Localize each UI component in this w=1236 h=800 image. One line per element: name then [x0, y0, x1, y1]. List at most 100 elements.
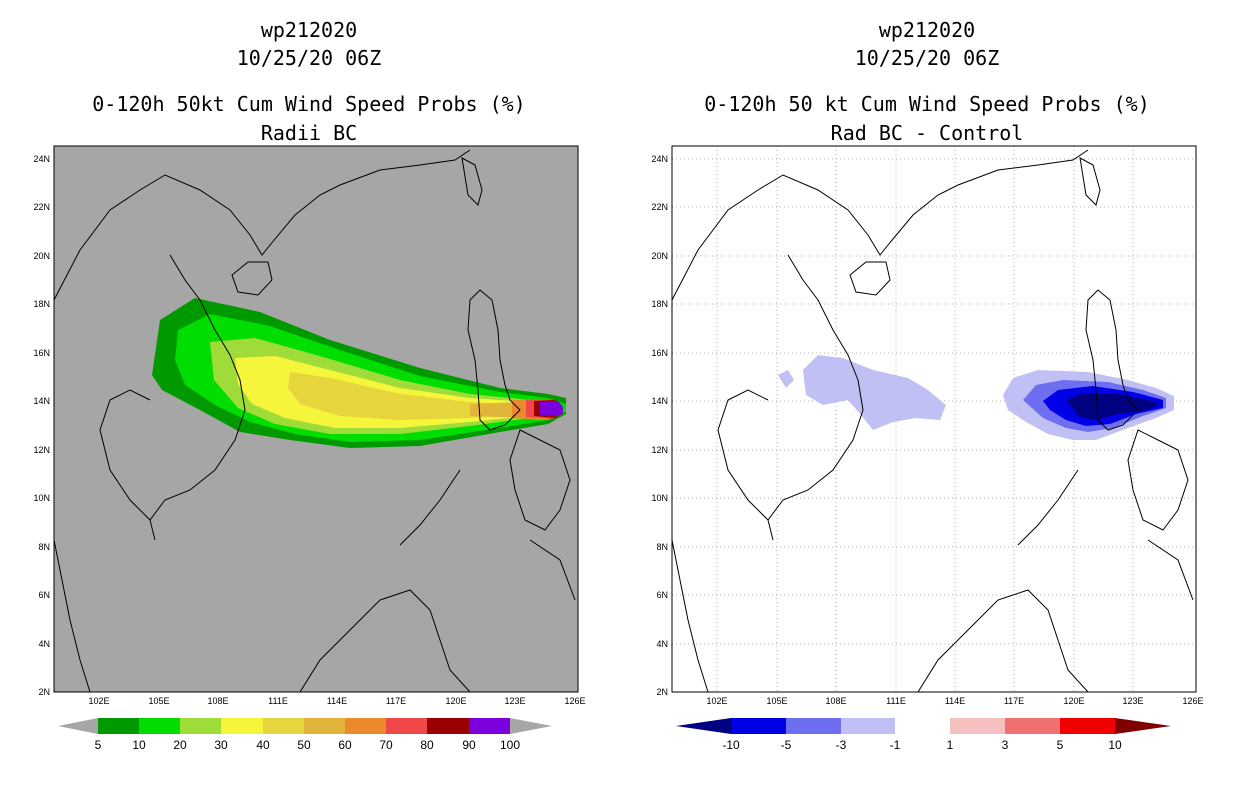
left-title-product: 0-120h 50kt Cum Wind Speed Probs (%): [92, 92, 526, 116]
right-lon-tick-102: 102E: [706, 696, 727, 706]
left-cb-80: [427, 718, 469, 734]
left-cb-label-90: 90: [462, 738, 476, 752]
left-probability-plume: [152, 298, 566, 448]
left-title-subtitle: Radii BC: [260, 121, 358, 145]
right-lat-tick-18: 18N: [651, 299, 668, 309]
coast-taiwan: [1079, 157, 1101, 206]
left-cb-50: [304, 718, 345, 734]
right-cb-neg1: [895, 718, 950, 734]
coast-taiwan: [461, 157, 483, 206]
right-cb-label-neg3: -3: [836, 738, 847, 752]
right-lat-ticks: 2N 4N 6N 8N 10N 12N 14N 16N 18N 20N 22N …: [651, 154, 668, 697]
left-cb-30: [221, 718, 263, 734]
diff-west-small: [778, 370, 794, 388]
right-lat-tick-22: 22N: [651, 202, 668, 212]
left-cb-label-5: 5: [95, 738, 102, 752]
left-cb-5: [98, 718, 139, 734]
left-lat-tick-14: 14N: [33, 396, 50, 406]
left-cb-20: [180, 718, 221, 734]
right-cb-label-pos5: 5: [1057, 738, 1064, 752]
left-lon-tick-111: 111E: [268, 696, 288, 706]
left-lat-tick-20: 20N: [33, 251, 50, 261]
right-lon-tick-105: 105E: [766, 696, 787, 706]
right-title-date: 10/25/20 06Z: [854, 46, 1000, 70]
coast-indochina: [149, 254, 246, 541]
left-panel: wp212020 10/25/20 06Z 0-120h 50kt Cum Wi…: [33, 18, 586, 752]
left-title-date: 10/25/20 06Z: [236, 46, 382, 70]
left-lon-tick-117: 117E: [386, 696, 406, 706]
left-lat-tick-4: 4N: [38, 639, 50, 649]
left-map-svg: 102E 105E 108E 111E 114E 117E 120E 123E …: [33, 145, 586, 752]
left-cb-label-50: 50: [297, 738, 311, 752]
left-cb-60: [345, 718, 386, 734]
left-cb-90: [469, 718, 510, 734]
left-lon-tick-120: 120E: [445, 696, 466, 706]
right-cb-label-pos10: 10: [1108, 738, 1122, 752]
right-lon-tick-126: 126E: [1182, 696, 1203, 706]
right-cb-neg5: [786, 718, 841, 734]
right-lon-ticks: 102E 105E 108E 111E 114E 117E 120E 123E …: [706, 696, 1203, 706]
right-title-subtitle: Rad BC - Control: [830, 121, 1024, 145]
right-lat-tick-6: 6N: [656, 590, 668, 600]
left-cb-label-40: 40: [256, 738, 270, 752]
right-title-product: 0-120h 50 kt Cum Wind Speed Probs (%): [704, 92, 1150, 116]
right-cb-pos5: [1060, 718, 1115, 734]
left-lat-tick-12: 12N: [33, 445, 50, 455]
coast-indochina: [767, 254, 864, 541]
right-map-svg: 102E 105E 108E 111E 114E 117E 120E 123E …: [651, 145, 1204, 752]
left-cb-70: [386, 718, 427, 734]
left-colorbar-below: [58, 718, 98, 734]
left-lat-tick-18: 18N: [33, 299, 50, 309]
right-cb-label-neg1: -1: [890, 738, 901, 752]
right-lat-tick-16: 16N: [651, 348, 668, 358]
right-lon-tick-123: 123E: [1122, 696, 1143, 706]
coast-hainan: [849, 261, 891, 296]
left-lon-tick-108: 108E: [207, 696, 228, 706]
left-cb-label-60: 60: [338, 738, 352, 752]
right-colorbar: -10 -5 -3 -1 1 3 5 10: [676, 718, 1171, 752]
right-title-storm: wp212020: [878, 18, 976, 42]
right-lon-tick-111: 111E: [886, 696, 906, 706]
left-map-frame: [53, 145, 579, 693]
coast-gulf-thailand: [717, 389, 769, 521]
left-lon-tick-102: 102E: [88, 696, 109, 706]
left-lon-tick-114: 114E: [327, 696, 347, 706]
left-cb-label-100: 100: [500, 738, 520, 752]
coast-philippines-south: [509, 429, 571, 531]
coast-borneo: [299, 589, 471, 692]
left-lat-tick-24: 24N: [33, 154, 50, 164]
coast-borneo: [917, 589, 1089, 692]
left-cb-10: [139, 718, 180, 734]
right-cb-neg3: [841, 718, 895, 734]
left-cb-label-20: 20: [173, 738, 187, 752]
right-lat-tick-20: 20N: [651, 251, 668, 261]
coast-palawan: [1017, 469, 1079, 546]
coast-china: [672, 149, 1089, 301]
coast-malaya: [54, 539, 91, 692]
right-difference-fields: [778, 355, 1174, 440]
right-lat-tick-24: 24N: [651, 154, 668, 164]
diff-west-blob-neg1: [803, 355, 946, 430]
left-lat-tick-10: 10N: [33, 493, 50, 503]
right-lat-tick-2: 2N: [656, 687, 668, 697]
right-lat-tick-4: 4N: [656, 639, 668, 649]
left-lat-ticks: 2N 4N 6N 8N 10N 12N 14N 16N 18N 20N 22N …: [33, 154, 50, 697]
right-lat-tick-12: 12N: [651, 445, 668, 455]
right-lat-tick-8: 8N: [656, 542, 668, 552]
coast-mindanao-east: [1147, 539, 1194, 601]
left-cb-label-70: 70: [379, 738, 393, 752]
left-cb-label-80: 80: [420, 738, 434, 752]
right-cb-label-pos1: 1: [947, 738, 954, 752]
right-lat-tick-14: 14N: [651, 396, 668, 406]
right-lon-tick-114: 114E: [945, 696, 965, 706]
right-lat-tick-10: 10N: [651, 493, 668, 503]
coast-mindanao-east: [529, 539, 576, 601]
left-lat-tick-6: 6N: [38, 590, 50, 600]
right-cb-label-neg10: -10: [722, 738, 740, 752]
right-panel: wp212020 10/25/20 06Z 0-120h 50 kt Cum W…: [618, 0, 1236, 800]
coast-hainan: [231, 261, 273, 296]
left-lat-tick-22: 22N: [33, 202, 50, 212]
left-cb-label-10: 10: [132, 738, 146, 752]
left-lon-tick-123: 123E: [504, 696, 525, 706]
right-coastlines: [672, 149, 1194, 692]
